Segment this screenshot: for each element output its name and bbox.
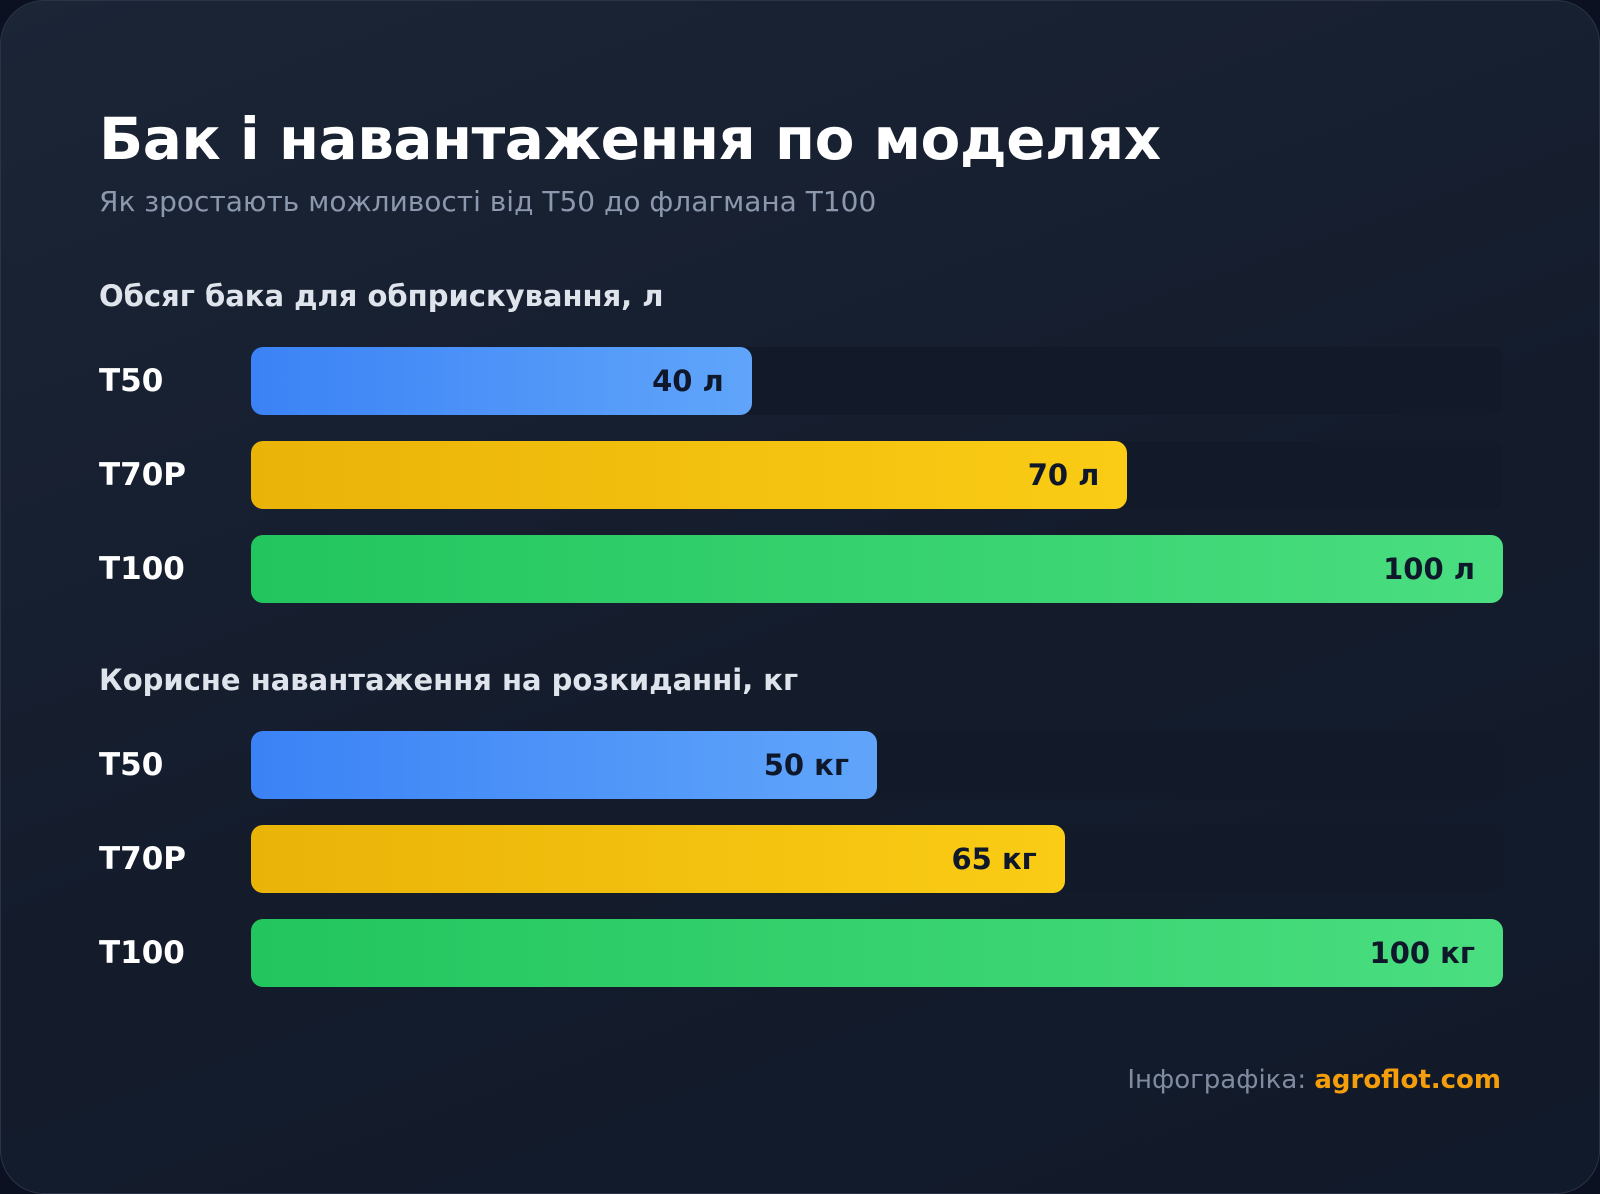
payload-row-label: T100	[99, 935, 185, 971]
footer-label: Інфографіка:	[1127, 1065, 1307, 1095]
footer-link[interactable]: agroflot.com	[1314, 1065, 1501, 1095]
tank-chart-title: Обсяг бака для обприскування, л	[99, 279, 664, 313]
payload-row-label: T70P	[99, 841, 187, 877]
payload-chart-title: Корисне навантаження на розкиданні, кг	[99, 663, 799, 697]
tank-row-label: T100	[99, 551, 185, 587]
bar-track: 40 л	[251, 347, 1503, 415]
tank-bar-t100: 100 л	[251, 535, 1503, 603]
footer-credit: Інфографіка: agroflot.com	[1127, 1065, 1501, 1095]
tank-row-t100: T100 100 л	[1, 535, 1599, 603]
bar-value-label: 50 кг	[763, 748, 849, 782]
bar-track: 50 кг	[251, 731, 1503, 799]
tank-row-t50: T50 40 л	[1, 347, 1599, 415]
tank-row-label: T50	[99, 363, 164, 399]
bar-track: 100 л	[251, 535, 1503, 603]
payload-bar-t70p: 65 кг	[251, 825, 1065, 893]
payload-row-label: T50	[99, 747, 164, 783]
page-subtitle: Як зростають можливості від Т50 до флагм…	[99, 185, 877, 218]
bar-track: 100 кг	[251, 919, 1503, 987]
payload-row-t70p: T70P 65 кг	[1, 825, 1599, 893]
bar-value-label: 65 кг	[951, 842, 1037, 876]
tank-row-label: T70P	[99, 457, 187, 493]
payload-row-t100: T100 100 кг	[1, 919, 1599, 987]
payload-row-t50: T50 50 кг	[1, 731, 1599, 799]
tank-bar-t70p: 70 л	[251, 441, 1128, 509]
bar-value-label: 70 л	[1027, 458, 1100, 492]
payload-bar-t50: 50 кг	[251, 731, 877, 799]
payload-bar-t100: 100 кг	[251, 919, 1503, 987]
bar-value-label: 100 л	[1383, 552, 1475, 586]
tank-row-t70p: T70P 70 л	[1, 441, 1599, 509]
bar-track: 70 л	[251, 441, 1503, 509]
bar-value-label: 40 л	[652, 364, 724, 398]
tank-bar-t50: 40 л	[251, 347, 752, 415]
bar-value-label: 100 кг	[1369, 936, 1475, 970]
bar-track: 65 кг	[251, 825, 1503, 893]
page-title: Бак і навантаження по моделях	[99, 105, 1161, 173]
